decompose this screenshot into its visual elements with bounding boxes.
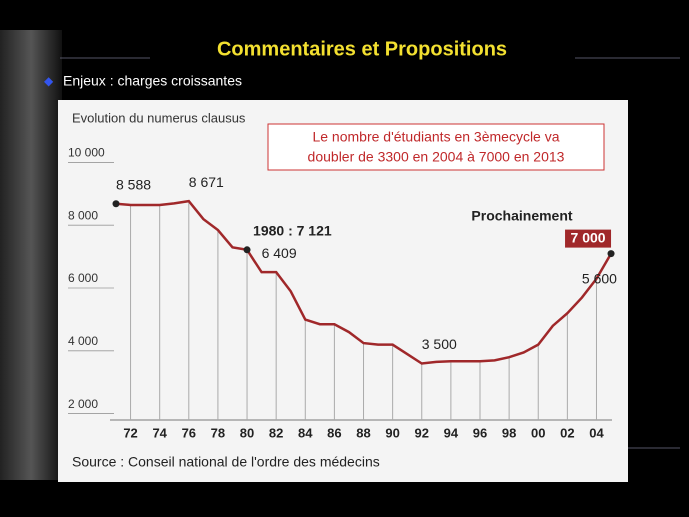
- annotation: Prochainement: [471, 208, 572, 224]
- x-tick-label: 98: [502, 425, 516, 440]
- x-tick-label: 72: [123, 425, 137, 440]
- x-tick-label: 86: [327, 425, 341, 440]
- bullet-icon: ◆: [44, 74, 54, 88]
- y-tick-label: 10 000: [68, 146, 105, 160]
- x-tick-label: 88: [356, 425, 370, 440]
- source: Source : Conseil national de l'ordre des…: [72, 454, 380, 470]
- value-label: 7 000: [571, 229, 606, 245]
- x-tick-label: 96: [473, 425, 487, 440]
- callout-box: [267, 123, 605, 171]
- x-tick-label: 74: [152, 425, 167, 440]
- x-tick-label: 76: [182, 425, 196, 440]
- x-tick-label: 90: [385, 425, 399, 440]
- x-tick-label: 82: [269, 425, 283, 440]
- x-tick-label: 94: [444, 425, 459, 440]
- point: [112, 200, 120, 208]
- value-label: 5 600: [582, 270, 617, 286]
- value-label: 3 500: [422, 336, 457, 352]
- point: [607, 250, 615, 258]
- y-tick-label: 4 000: [68, 334, 98, 348]
- slide-title: Commentaires et Propositions: [217, 38, 507, 60]
- x-tick-label: 78: [211, 425, 225, 440]
- side-strip: [0, 30, 62, 480]
- bullet-text: Enjeux : charges croissantes: [63, 73, 242, 89]
- point: [243, 246, 251, 254]
- value-label: 8 588: [116, 176, 151, 192]
- value-label: 6 409: [262, 245, 297, 261]
- chart-title: Evolution du numerus clausus: [72, 110, 246, 125]
- y-tick-label: 6 000: [68, 271, 98, 285]
- callout-line: Le nombre d'étudiants en 3èmecycle va: [312, 129, 559, 145]
- x-tick-label: 00: [531, 425, 545, 440]
- callout-line: doubler de 3300 en 2004 à 7000 en 2013: [308, 149, 565, 165]
- y-tick-label: 8 000: [68, 208, 98, 222]
- line: [115, 199, 613, 365]
- x-tick-label: 92: [415, 425, 429, 440]
- x-tick-label: 80: [240, 425, 254, 440]
- x-tick-label: 02: [560, 425, 574, 440]
- y-tick-label: 2 000: [68, 397, 98, 411]
- value-label: 1980 : 7 121: [253, 223, 332, 239]
- x-tick-label: 04: [589, 425, 604, 440]
- value-label: 8 671: [189, 174, 224, 190]
- label-box: [565, 229, 612, 248]
- x-tick-label: 84: [298, 425, 313, 440]
